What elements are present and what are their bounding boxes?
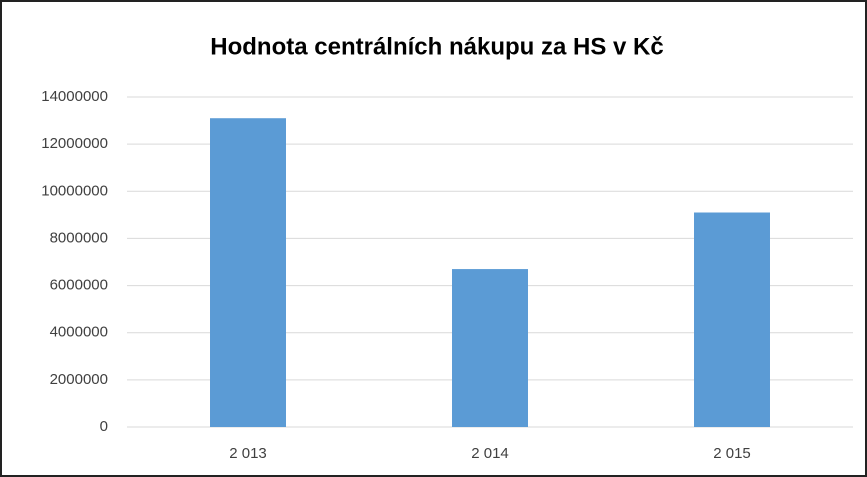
y-tick-label: 8000000 bbox=[50, 229, 108, 246]
bar bbox=[694, 212, 770, 427]
y-tick-label: 12000000 bbox=[41, 135, 108, 152]
bar bbox=[452, 269, 528, 427]
x-tick-label: 2 014 bbox=[471, 445, 509, 462]
y-tick-label: 2000000 bbox=[50, 371, 108, 388]
y-tick-label: 0 bbox=[100, 418, 108, 435]
x-tick-label: 2 013 bbox=[229, 445, 267, 462]
x-tick-label: 2 015 bbox=[713, 445, 751, 462]
bar bbox=[210, 118, 286, 427]
y-tick-label: 4000000 bbox=[50, 324, 108, 341]
y-tick-label: 6000000 bbox=[50, 277, 108, 294]
y-tick-label: 14000000 bbox=[41, 88, 108, 105]
y-tick-label: 10000000 bbox=[41, 182, 108, 199]
chart-title: Hodnota centrálních nákupu za HS v Kč bbox=[210, 33, 663, 60]
